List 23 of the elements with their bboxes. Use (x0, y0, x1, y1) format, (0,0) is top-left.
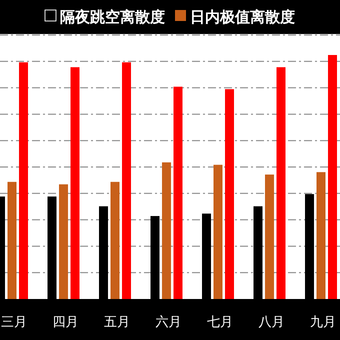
bar (122, 62, 131, 299)
bar (214, 164, 222, 299)
bar (162, 162, 171, 299)
bar (19, 62, 28, 299)
bar (276, 67, 286, 299)
legend-label: 日内极值离散度 (190, 8, 295, 26)
x-tick-label: 六月 (156, 315, 182, 330)
x-tick-label: 三月 (1, 315, 27, 330)
x-tick-label: 八月 (258, 315, 284, 330)
bar (265, 174, 274, 299)
bar (110, 182, 120, 299)
bar (8, 182, 16, 299)
bar (174, 86, 182, 299)
x-tick-label: 四月 (52, 315, 78, 330)
x-tick-label: 七月 (207, 315, 233, 330)
bar (70, 67, 80, 299)
x-tick-label: 九月 (310, 315, 336, 330)
bar (59, 184, 68, 299)
bar (316, 172, 326, 299)
x-tick-label: 五月 (104, 315, 130, 330)
legend-label: 隔夜跳空离散度 (60, 8, 165, 26)
bar (328, 55, 337, 299)
bar (225, 89, 234, 299)
